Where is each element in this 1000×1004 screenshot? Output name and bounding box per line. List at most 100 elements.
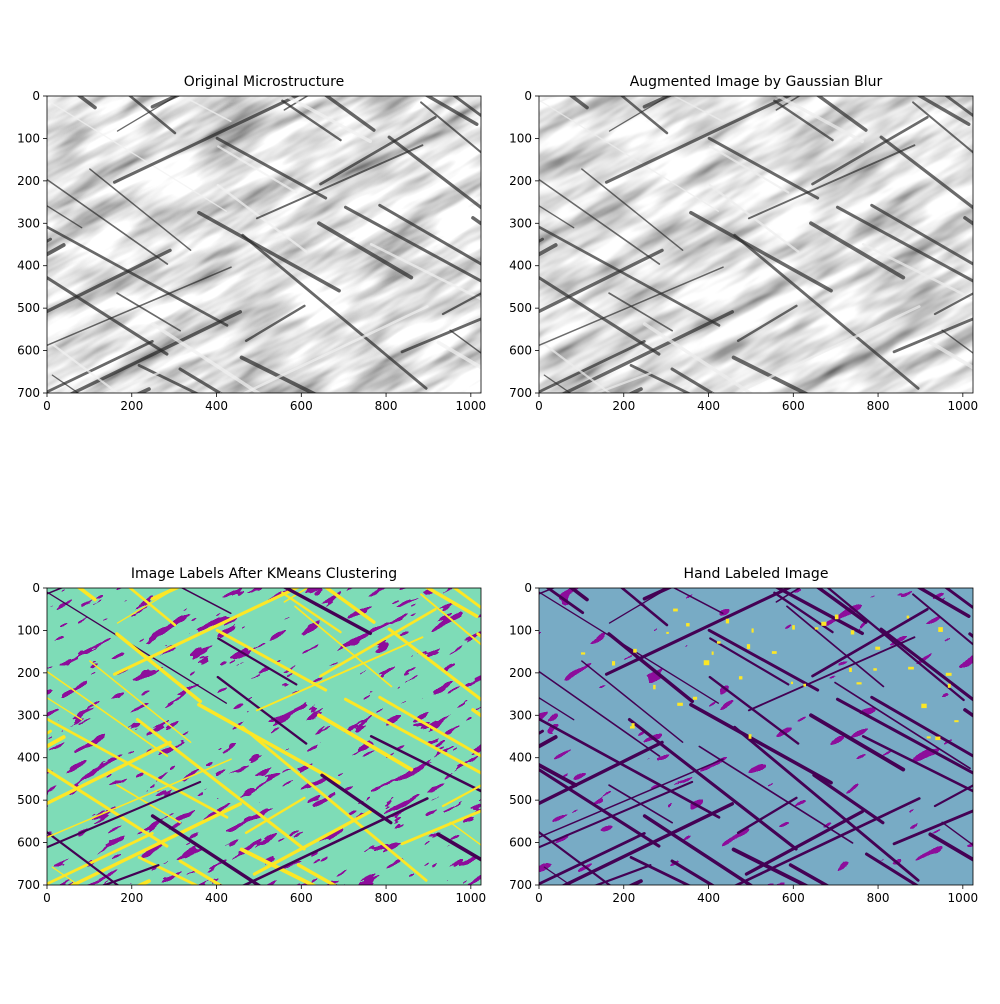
streak <box>892 317 973 354</box>
spot <box>908 666 914 670</box>
spot <box>725 618 730 624</box>
subplot: Hand Labeled Image 0 200 400 600 800 1000 0 100 2… <box>509 471 1000 1000</box>
streak <box>218 441 350 541</box>
streak <box>539 178 661 265</box>
streak <box>879 627 973 702</box>
streak <box>190 510 246 538</box>
streak <box>199 925 417 1000</box>
spot <box>803 683 806 687</box>
streak <box>0 655 26 710</box>
y-tick-label: 400 <box>509 259 532 273</box>
streak <box>608 96 670 132</box>
streak <box>581 168 684 251</box>
y-tick-label: 300 <box>509 216 532 230</box>
subplot: Augmented Image by Gaussian Blur 0 200 400 6… <box>509 74 978 413</box>
streak <box>864 852 919 885</box>
streak <box>50 445 254 534</box>
streak <box>150 814 262 885</box>
streak <box>47 830 120 885</box>
streak <box>135 718 306 851</box>
streak <box>744 809 864 876</box>
x-tick-label: 800 <box>867 399 890 413</box>
streak <box>387 135 481 210</box>
streak <box>539 225 721 327</box>
streak <box>47 767 169 848</box>
streak <box>197 210 341 293</box>
image-texture <box>47 96 481 393</box>
streak <box>543 374 572 393</box>
streak <box>629 855 692 885</box>
streak <box>116 588 178 624</box>
x-tick-label: 600 <box>290 399 313 413</box>
streak <box>628 879 643 885</box>
axes-frame <box>538 95 974 394</box>
y-tick-label: 200 <box>17 174 40 188</box>
streak <box>0 2 145 95</box>
streak <box>539 248 664 314</box>
streak <box>217 637 298 686</box>
streak <box>47 178 169 265</box>
streak <box>927 918 1000 1000</box>
x-tick-label: 600 <box>290 891 313 905</box>
streak <box>255 636 424 712</box>
x-tick-label: 600 <box>782 399 805 413</box>
streak <box>629 363 692 393</box>
streak <box>968 632 973 639</box>
streak <box>103 471 284 543</box>
y-tick-label: 0 <box>524 581 532 595</box>
spot <box>748 734 752 739</box>
streak <box>642 588 673 601</box>
streak <box>788 863 830 885</box>
spot <box>850 630 855 635</box>
axes-frame <box>46 587 482 886</box>
streak <box>642 96 673 109</box>
y-tick-label: 200 <box>509 666 532 680</box>
image-texture <box>47 588 481 885</box>
streak <box>47 225 229 327</box>
streak <box>47 275 169 356</box>
streak <box>69 802 243 885</box>
spot <box>921 703 927 709</box>
streak <box>112 588 301 676</box>
spot <box>814 627 819 630</box>
streak <box>595 471 776 543</box>
streak <box>545 588 585 615</box>
streak <box>707 628 820 692</box>
streak <box>604 588 793 676</box>
streak <box>861 735 973 793</box>
streak <box>387 627 481 702</box>
streak <box>47 248 172 314</box>
streak <box>870 203 973 266</box>
streak <box>608 292 673 332</box>
streak <box>378 695 481 758</box>
axes-frame <box>46 95 482 394</box>
streak <box>682 510 738 538</box>
streak <box>241 233 428 390</box>
y-tick-label: 500 <box>509 301 532 315</box>
image-texture <box>539 588 973 885</box>
spot <box>792 625 795 630</box>
x-tick-label: 400 <box>697 399 720 413</box>
spot <box>738 676 743 680</box>
streak <box>736 796 798 835</box>
streak <box>689 210 833 293</box>
streak <box>420 101 481 154</box>
y-tick-label: 0 <box>524 89 532 103</box>
streak <box>150 588 181 601</box>
y-tick-label: 400 <box>17 751 40 765</box>
streak <box>51 866 80 885</box>
x-tick-label: 400 <box>697 891 720 905</box>
spot <box>945 672 952 676</box>
y-tick-label: 700 <box>17 878 40 892</box>
streak <box>317 713 414 772</box>
streak <box>672 588 724 615</box>
streak <box>834 681 971 770</box>
spot <box>633 648 637 653</box>
streak <box>128 96 177 135</box>
streak <box>47 99 228 212</box>
streak <box>441 292 481 316</box>
streak <box>709 145 790 194</box>
streak <box>539 696 575 721</box>
x-tick-label: 400 <box>205 891 228 905</box>
